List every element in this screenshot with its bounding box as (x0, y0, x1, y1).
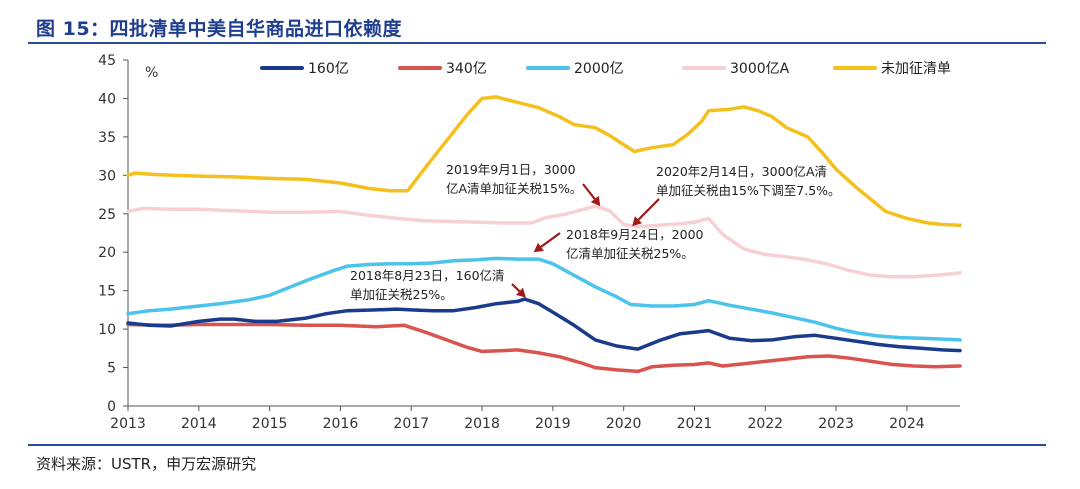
y-tick-label: 25 (98, 207, 116, 223)
legend-label: 3000亿A (730, 61, 790, 77)
chart-annotations: 2019年9月1日，3000 亿A清单加征关税15%。 2020年2月14日，300… (350, 162, 841, 302)
x-tick-label: 2019 (535, 416, 571, 432)
annotation-text: 单加征关税25%。 (350, 287, 453, 302)
title-rule (28, 42, 1046, 44)
y-tick-label: 5 (107, 361, 116, 377)
y-tick-label: 35 (98, 130, 116, 146)
x-tick-label: 2015 (252, 416, 288, 432)
y-tick-label: 0 (107, 399, 116, 415)
x-tick-label: 2022 (747, 416, 783, 432)
annotation-arrow-shaft (582, 183, 596, 200)
y-tick-label: 15 (98, 284, 116, 300)
legend-label: 160亿 (308, 61, 349, 77)
annotation-arrow-head (590, 195, 601, 207)
x-tick-label: 2014 (181, 416, 217, 432)
x-tick-label: 2018 (464, 416, 500, 432)
annotation-arrow-shaft (540, 232, 561, 248)
x-tick-label: 2020 (606, 416, 642, 432)
legend-label: 340亿 (446, 61, 487, 77)
annotation-text: 2019年9月1日，3000 (446, 162, 576, 177)
annotation-arrow-shaft (637, 198, 660, 221)
figure-title: 图 15：四批清单中美自华商品进口依赖度 (36, 18, 403, 40)
y-tick-label: 30 (98, 168, 116, 184)
series-line-1 (126, 322, 962, 374)
source-rule (28, 444, 1046, 446)
x-tick-label: 2023 (818, 416, 854, 432)
x-tick-label: 2016 (323, 416, 359, 432)
y-axis-unit-label: % (145, 65, 158, 81)
y-tick-label: 20 (98, 245, 116, 261)
chart-legend: 160亿 340亿 2000亿 3000亿A 未加征清单 (260, 61, 951, 77)
annotation-text: 单加征关税由15%下调至7.5%。 (656, 183, 841, 198)
series-line-0 (126, 297, 962, 353)
annotation-text: 2018年9月24日，2000 (566, 227, 704, 242)
annotation-arrow-head (516, 287, 526, 298)
annotation-arrow-shaft (511, 283, 521, 293)
y-tick-label: 45 (98, 53, 116, 69)
series-line-3 (126, 204, 962, 279)
series-line-2 (126, 256, 962, 342)
x-tick-label: 2024 (889, 416, 925, 432)
annotation-text: 亿A清单加征关税15%。 (446, 181, 582, 196)
annotation-text: 亿清单加征关税25%。 (566, 246, 694, 261)
series-line-4 (126, 95, 962, 228)
annotation-arrow-head (632, 216, 642, 227)
x-tick-label: 2017 (393, 416, 429, 432)
y-tick-label: 40 (98, 91, 116, 107)
source-note: 资料来源：USTR，申万宏源研究 (36, 455, 257, 473)
legend-label: 未加征清单 (881, 61, 951, 77)
annotation-arrow-head (533, 242, 544, 253)
annotation-text: 2020年2月14日，3000亿A清 (656, 164, 827, 179)
chart-axes: 0 5 10 15 20 25 30 35 40 45 2013 2014 2015 2016 2017 20… (98, 53, 960, 432)
legend-label: 2000亿 (574, 61, 624, 77)
chart-series (126, 95, 962, 374)
x-tick-label: 2021 (677, 416, 713, 432)
y-tick-label: 10 (98, 322, 116, 338)
x-tick-label: 2013 (110, 416, 146, 432)
annotation-text: 2018年8月23日，160亿清 (350, 268, 505, 283)
